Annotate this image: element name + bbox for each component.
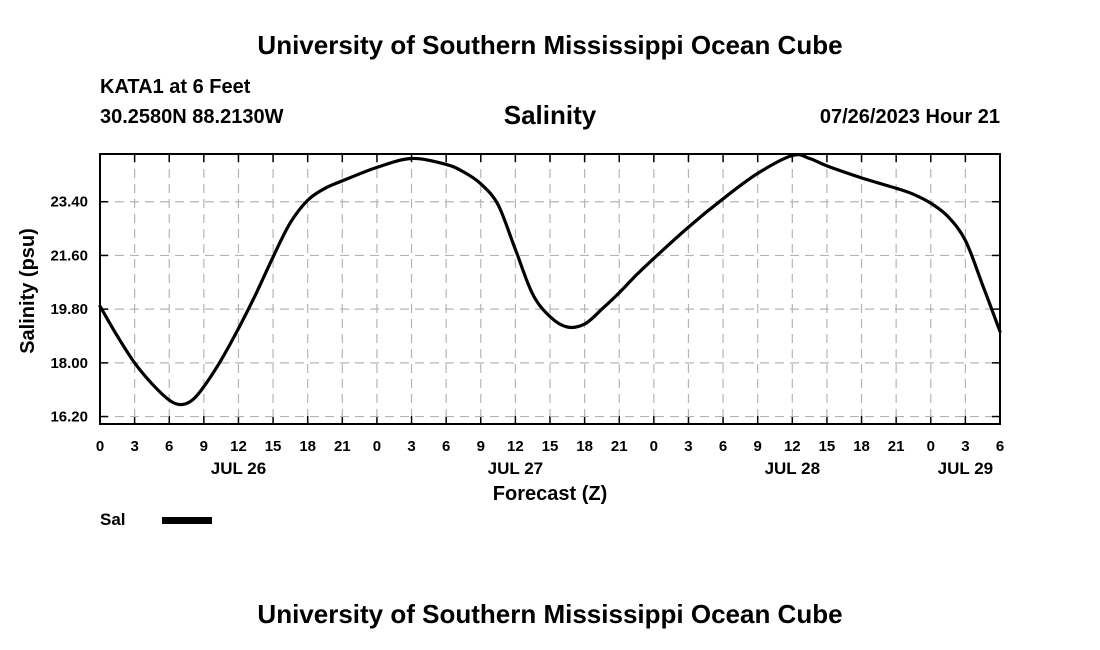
x-tick-label: 0	[373, 438, 381, 455]
chart-title: Salinity	[503, 100, 597, 130]
station-label: KATA1 at 6 Feet	[100, 76, 251, 98]
x-tick-label: 0	[650, 438, 658, 455]
plot-frame	[99, 153, 1001, 425]
x-tick-label: 3	[130, 438, 138, 455]
x-tick-label: 3	[407, 438, 415, 455]
datetime-label: 07/26/2023 Hour 21	[819, 106, 1000, 128]
x-tick-label: 0	[927, 438, 935, 455]
y-axis-label: Salinity (psu)	[17, 228, 39, 354]
x-tick-label: 15	[265, 438, 282, 455]
y-tick-label: 19.80	[50, 301, 88, 318]
x-tick-label: 15	[819, 438, 836, 455]
series-line-salinity	[98, 153, 1002, 407]
x-tick-label: 6	[719, 438, 727, 455]
x-tick-label: 6	[996, 438, 1004, 455]
x-tick-label: 12	[507, 438, 524, 455]
x-tick-label: 9	[477, 438, 485, 455]
x-tick-label: 6	[165, 438, 173, 455]
x-tick-label: 21	[334, 438, 351, 455]
x-tick-label: 3	[961, 438, 969, 455]
y-tick-label: 18.00	[50, 355, 88, 372]
x-tick-label: 9	[200, 438, 208, 455]
x-tick-label: 9	[754, 438, 762, 455]
day-label: JUL 26	[211, 459, 266, 478]
x-tick-label: 3	[684, 438, 692, 455]
day-label: JUL 28	[765, 459, 820, 478]
x-tick-label: 0	[96, 438, 104, 455]
x-tick-label: 6	[442, 438, 450, 455]
page-title: University of Southern Mississippi Ocean…	[257, 30, 843, 60]
y-tick-label: 21.60	[50, 247, 88, 264]
x-axis-label: Forecast (Z)	[493, 483, 607, 505]
day-label: JUL 29	[938, 459, 993, 478]
coordinates-label: 30.2580N 88.2130W	[100, 106, 284, 128]
y-tick-label: 23.40	[50, 194, 88, 211]
x-tick-label: 18	[853, 438, 870, 455]
x-tick-label: 18	[576, 438, 593, 455]
x-tick-label: 21	[611, 438, 628, 455]
x-tick-label: 15	[542, 438, 559, 455]
x-tick-label: 12	[230, 438, 247, 455]
x-tick-label: 18	[299, 438, 316, 455]
day-label: JUL 27	[488, 459, 543, 478]
x-tick-label: 12	[784, 438, 801, 455]
x-tick-label: 21	[888, 438, 905, 455]
footer-title: University of Southern Mississippi Ocean…	[257, 599, 843, 629]
y-tick-label: 16.20	[50, 409, 88, 426]
legend-label: Sal	[100, 510, 126, 529]
legend-swatch	[162, 517, 212, 524]
